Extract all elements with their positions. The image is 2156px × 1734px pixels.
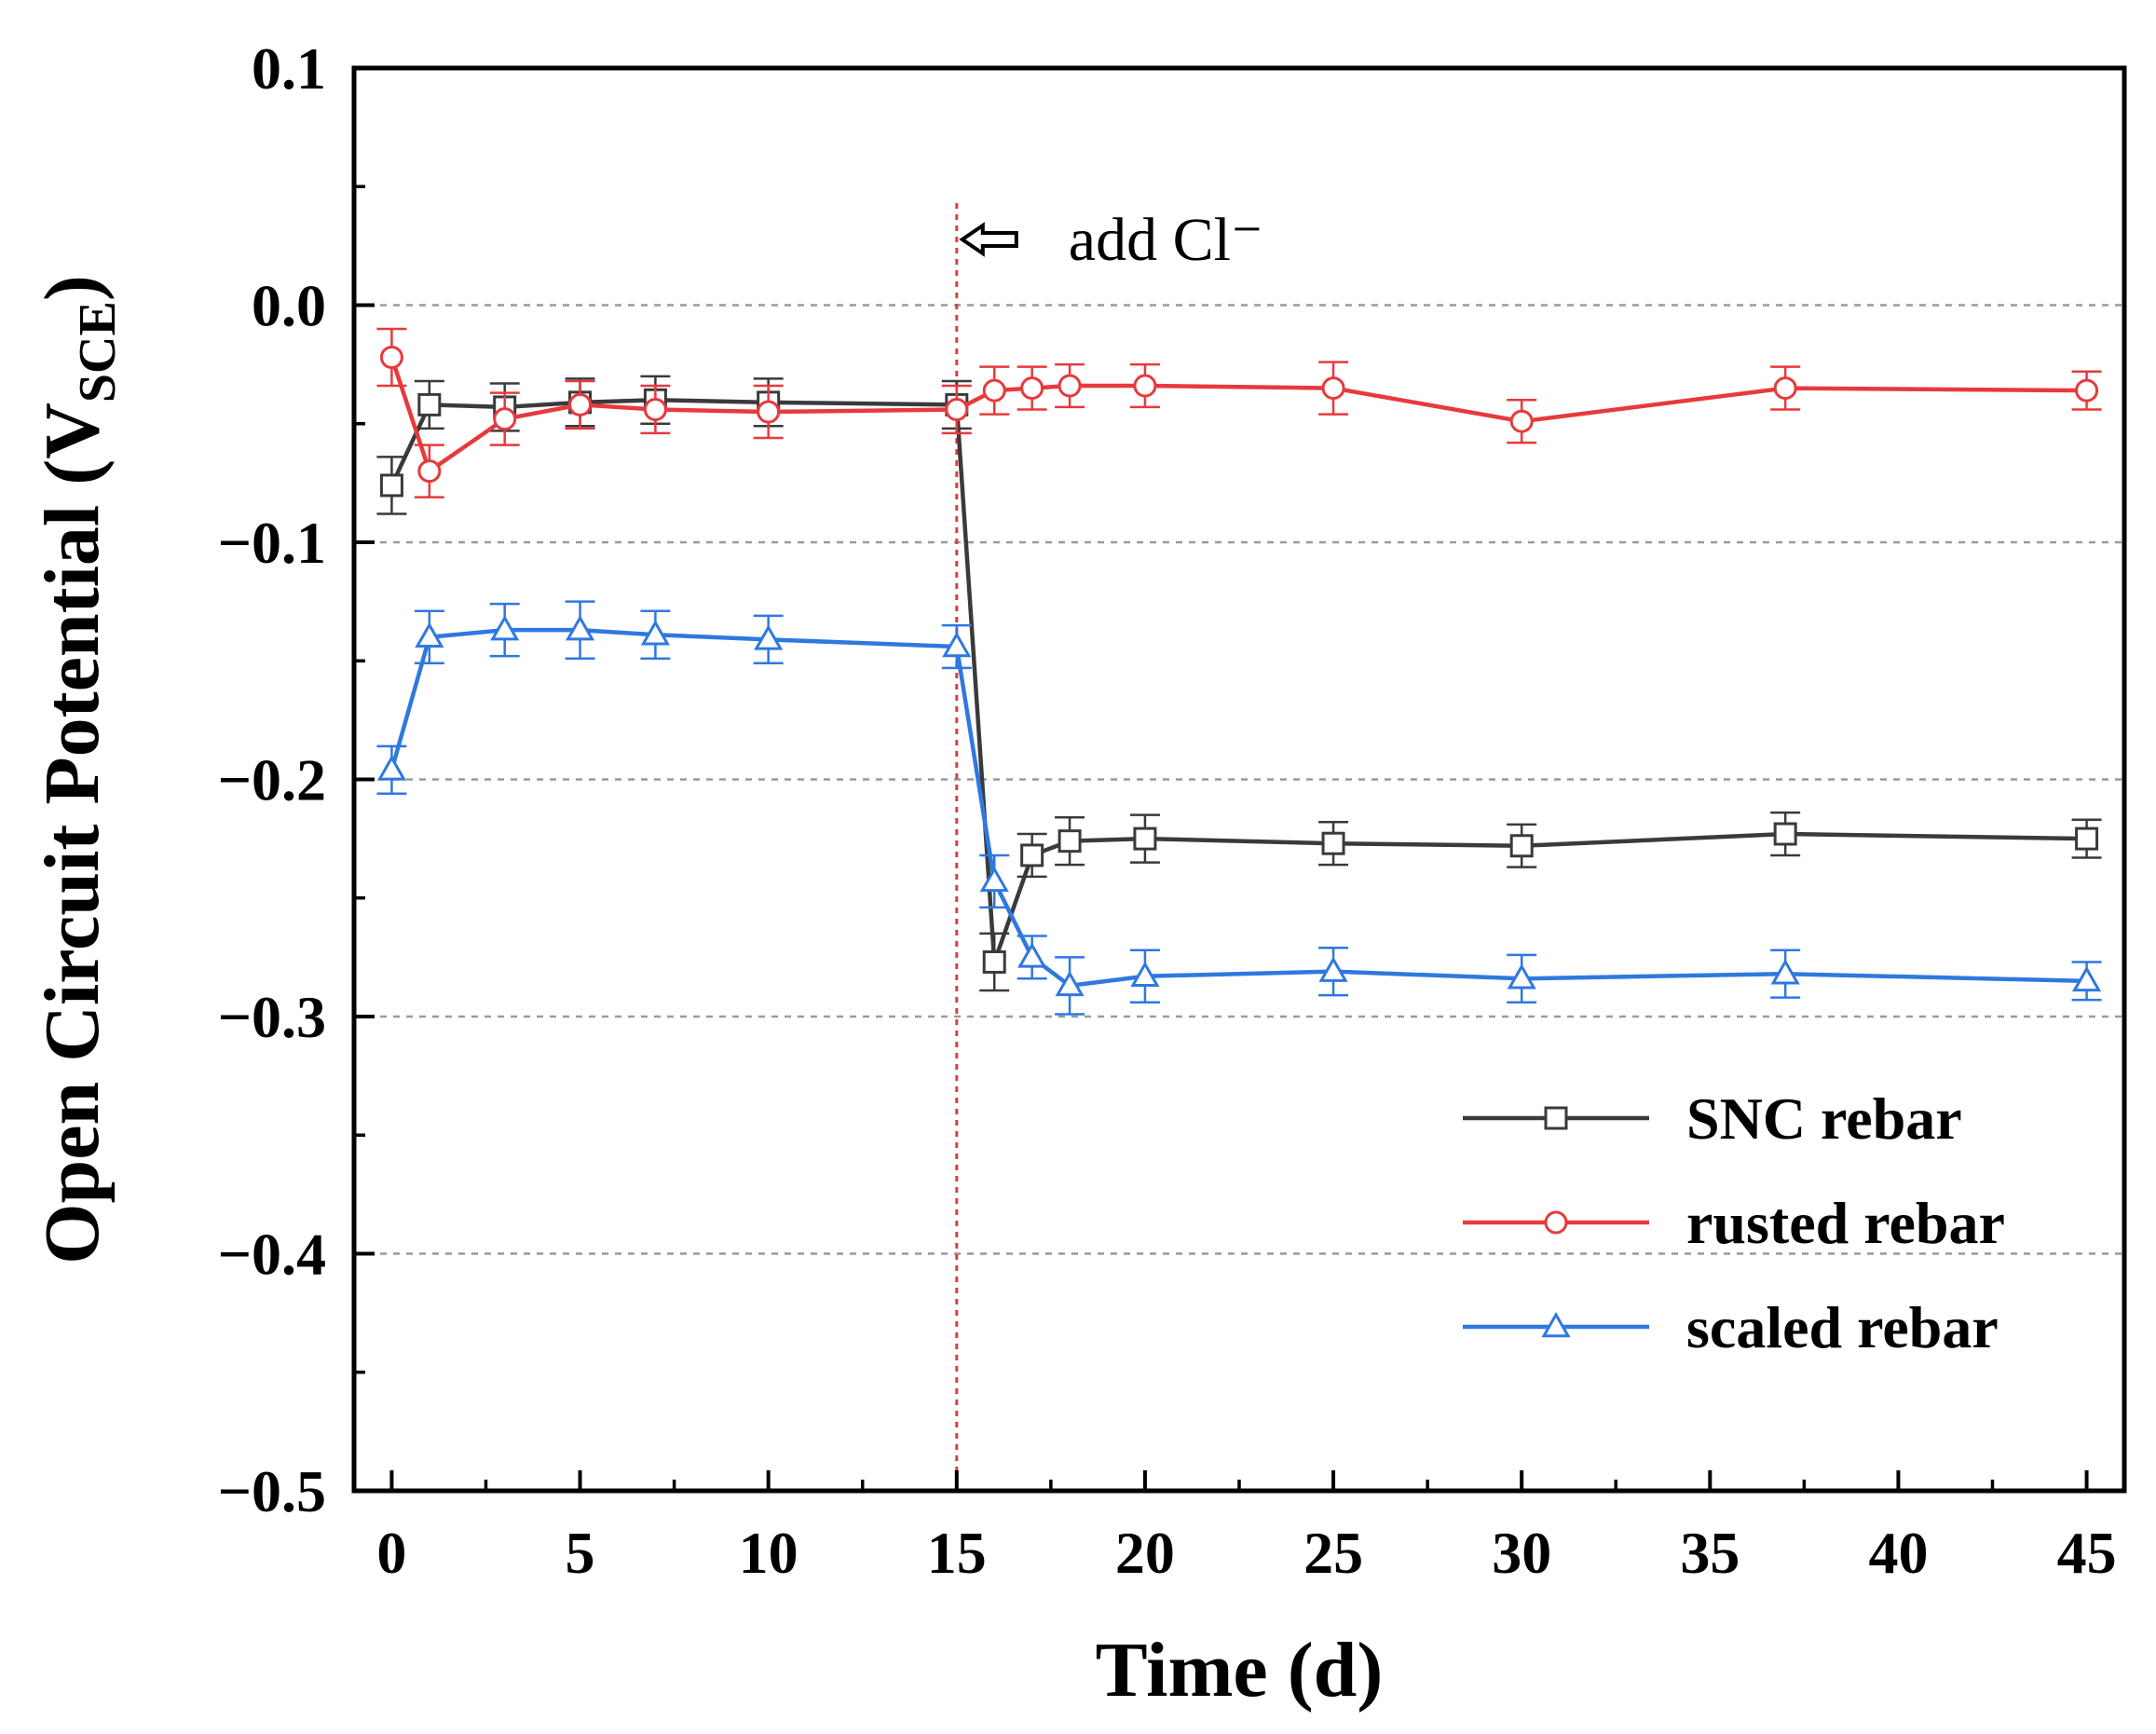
rusted-rebar-point (568, 392, 593, 416)
rusted-rebar-point (493, 407, 517, 431)
rusted-rebar-point (417, 459, 442, 484)
rusted-rebar-point (1509, 409, 1534, 433)
legend: SNC rebar rusted rebar scaled rebar (1463, 1085, 2005, 1360)
scaled-rebar-point (565, 615, 595, 641)
x-axis-title: Time (d) (1096, 1627, 1384, 1714)
rusted-rebar-point (379, 345, 403, 369)
rusted-rebar-point (1773, 376, 1797, 401)
rusted-rebar-point (1020, 376, 1044, 401)
scaled-rebar-point (415, 621, 444, 649)
y-tick-label: 0.1 (252, 35, 326, 102)
legend-item-snc-rebar: SNC rebar (1463, 1085, 1962, 1152)
scaled-rebar-point (490, 615, 520, 641)
x-tick-label: 0 (376, 1520, 406, 1586)
y-axis-title: Open Circuit Potential (VSCE) (29, 275, 127, 1264)
scaled-rebar-point (1017, 942, 1047, 968)
snc-rebar-point (982, 949, 1006, 974)
tick-layer (354, 66, 2089, 1493)
snc-rebar-point (2075, 826, 2099, 851)
scaled-rebar-point (942, 631, 972, 658)
legend-item-rusted-rebar: rusted rebar (1463, 1190, 2005, 1256)
rusted-rebar-point (982, 378, 1006, 403)
legend-swatch-marker (1544, 1106, 1568, 1130)
rusted-rebar-point (945, 397, 969, 421)
legend-swatch-marker (1541, 1311, 1571, 1338)
y-tick-label: −0.3 (218, 984, 326, 1050)
scaled-rebar-point (1318, 956, 1348, 982)
x-tick-label: 15 (927, 1520, 987, 1586)
scaled-rebar-point (754, 624, 784, 650)
legend-item-scaled-rebar: scaled rebar (1463, 1294, 1999, 1360)
series-scaled-rebar (376, 600, 2102, 1016)
rusted-rebar-point (1321, 376, 1345, 401)
scaled-rebar-point (979, 866, 1009, 893)
snc-rebar-point (1133, 826, 1157, 851)
y-tick-label: −0.1 (218, 510, 326, 576)
legend-label: scaled rebar (1686, 1294, 1999, 1360)
rusted-rebar-point (1058, 374, 1082, 398)
snc-rebar-point (379, 473, 403, 498)
legend-label: rusted rebar (1686, 1190, 2005, 1256)
y-axis-title-close: ) (29, 275, 116, 301)
legend-swatch-marker (1544, 1210, 1568, 1235)
y-tick-label: 0.0 (252, 273, 326, 339)
scaled-rebar-point (1130, 961, 1160, 987)
x-tick-label: 20 (1115, 1520, 1175, 1586)
x-tick-label: 45 (2057, 1520, 2117, 1586)
x-tick-label: 25 (1303, 1520, 1363, 1586)
y-tick-label: −0.5 (218, 1458, 326, 1524)
rusted-rebar-point (2075, 378, 2099, 403)
y-tick-label: −0.2 (218, 747, 326, 813)
series-layer (376, 327, 2102, 1016)
snc-rebar-point (1020, 843, 1044, 867)
x-tick-label: 5 (566, 1520, 595, 1586)
rusted-rebar-point (1133, 374, 1157, 398)
left-arrow-icon (959, 222, 1018, 257)
scaled-rebar-point (376, 755, 407, 781)
x-tick-labels: 0 5 10 15 20 25 30 35 40 45 (376, 1520, 2116, 1586)
snc-rebar-point (1321, 831, 1345, 855)
scaled-rebar-point (640, 620, 670, 646)
x-tick-label: 40 (1868, 1520, 1928, 1586)
y-axis-title-main: Open Circuit Potential (V (29, 403, 116, 1264)
snc-rebar-point (1509, 834, 1534, 858)
x-tick-label: 10 (739, 1520, 798, 1586)
snc-rebar-point (417, 392, 442, 416)
x-tick-label: 35 (1680, 1520, 1740, 1586)
scaled-rebar-point (2071, 965, 2102, 992)
grid-layer (354, 304, 2124, 1255)
x-tick-label: 30 (1492, 1520, 1551, 1586)
series-rusted-rebar (376, 327, 2102, 498)
scaled-rebar-point (1507, 963, 1536, 990)
snc-rebar-point (1773, 822, 1797, 846)
y-axis-title-subscript: SCE (69, 301, 127, 403)
scaled-rebar-point (1055, 970, 1085, 997)
rusted-rebar-point (757, 400, 781, 424)
snc-rebar-point (1058, 829, 1082, 853)
add-chloride-annotation: add Cl⁻ (1069, 206, 1263, 274)
y-tick-labels: 0.1 0.0 −0.1 −0.2 −0.3 −0.4 −0.5 (218, 35, 326, 1524)
y-tick-label: −0.4 (218, 1222, 326, 1288)
scaled-rebar-point (1770, 959, 1800, 985)
rusted-rebar-point (643, 397, 667, 421)
legend-label: SNC rebar (1686, 1085, 1962, 1152)
